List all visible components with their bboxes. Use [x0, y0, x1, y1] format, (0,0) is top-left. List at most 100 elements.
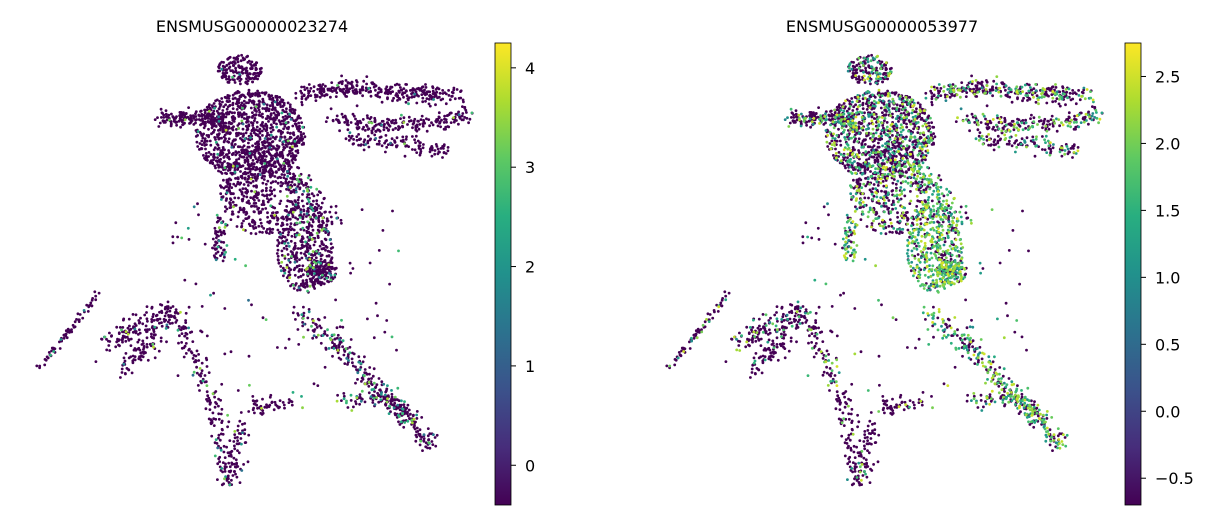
cell-point [230, 455, 233, 458]
cell-point [856, 413, 859, 417]
cell-point [437, 111, 441, 115]
cell-point [431, 89, 435, 93]
cell-point [137, 346, 141, 350]
cell-point [345, 123, 349, 126]
cell-point [160, 324, 164, 328]
cell-point [387, 412, 391, 415]
cell-point [223, 477, 226, 481]
cell-point [234, 177, 237, 180]
cell-point [263, 162, 267, 165]
cell-point [392, 406, 396, 410]
cell-point [250, 189, 253, 193]
cell-point [156, 318, 160, 321]
cell-point [282, 229, 286, 232]
cell-point [230, 142, 234, 146]
cell-point [241, 422, 244, 426]
cell-point [275, 116, 278, 120]
cell-point [282, 127, 285, 131]
cell-point [154, 314, 158, 318]
cell-point [820, 330, 824, 334]
cell-point [260, 189, 264, 193]
cell-point [182, 355, 186, 359]
cell-point [213, 136, 217, 139]
cell-point [251, 395, 255, 398]
cell-point [463, 106, 467, 110]
cell-point [191, 357, 195, 360]
cell-point [333, 273, 337, 277]
cell-point [224, 68, 227, 72]
cell-point [145, 305, 149, 308]
cell-point [233, 470, 236, 473]
cell-point [352, 405, 355, 409]
cell-point [243, 428, 247, 432]
cell-point [126, 368, 130, 371]
cell-point [325, 334, 329, 337]
panel-2-title: ENSMUSG00000053977 [786, 17, 978, 36]
cell-point [289, 225, 292, 229]
cell-point [168, 322, 172, 325]
cell-point [159, 339, 163, 343]
cell-point [267, 150, 270, 153]
cell-point [345, 86, 348, 90]
cell-point [353, 92, 356, 95]
cell-point [239, 170, 242, 173]
cell-point [311, 228, 315, 232]
cell-point [293, 273, 297, 277]
cell-point [270, 231, 274, 235]
cell-point [131, 361, 135, 365]
cell-point [223, 255, 226, 259]
cell-point [835, 390, 839, 394]
cell-point [319, 207, 322, 210]
cell-point [795, 340, 798, 344]
cell-point [52, 350, 55, 353]
cell-point [145, 336, 149, 340]
cell-point [238, 182, 242, 186]
cell-point [418, 141, 422, 145]
cell-point [411, 414, 415, 418]
cell-point [207, 371, 211, 374]
cell-point [257, 210, 261, 214]
cell-point [258, 173, 262, 177]
cell-point [344, 347, 348, 351]
cell-point [259, 70, 263, 74]
cell-point [236, 180, 240, 184]
cell-point [850, 382, 854, 386]
cell-point [807, 119, 811, 123]
cell-point [294, 190, 298, 194]
cell-point [309, 185, 313, 189]
cell-point [327, 254, 331, 257]
cell-point [808, 114, 811, 118]
cell-point [421, 449, 424, 452]
cell-point [218, 102, 222, 106]
cell-point [240, 101, 244, 105]
cell-point [313, 272, 316, 275]
cell-point [302, 204, 305, 208]
cell-point [247, 88, 251, 92]
cell-point [214, 248, 217, 251]
cell-point [782, 319, 786, 322]
cell-point [189, 115, 193, 119]
cell-point [370, 81, 374, 85]
cell-point [834, 407, 838, 411]
cell-point [853, 465, 857, 468]
cell-point [231, 128, 235, 132]
cell-point [323, 237, 327, 241]
cell-point [208, 408, 212, 411]
cell-point [243, 422, 247, 425]
cell-point [310, 224, 313, 228]
cell-point [295, 206, 298, 210]
cell-point [411, 148, 414, 151]
cell-point [267, 120, 270, 123]
cell-point [205, 390, 209, 394]
cell-point [421, 96, 425, 100]
cell-point [280, 236, 283, 240]
cell-point [303, 135, 307, 139]
cell-point [273, 213, 276, 217]
cell-point [264, 146, 267, 150]
cell-point [430, 146, 434, 150]
cell-point [330, 266, 333, 270]
cell-point [236, 436, 239, 439]
cell-point [246, 127, 250, 131]
cell-point [857, 137, 861, 141]
cell-point [209, 143, 213, 147]
